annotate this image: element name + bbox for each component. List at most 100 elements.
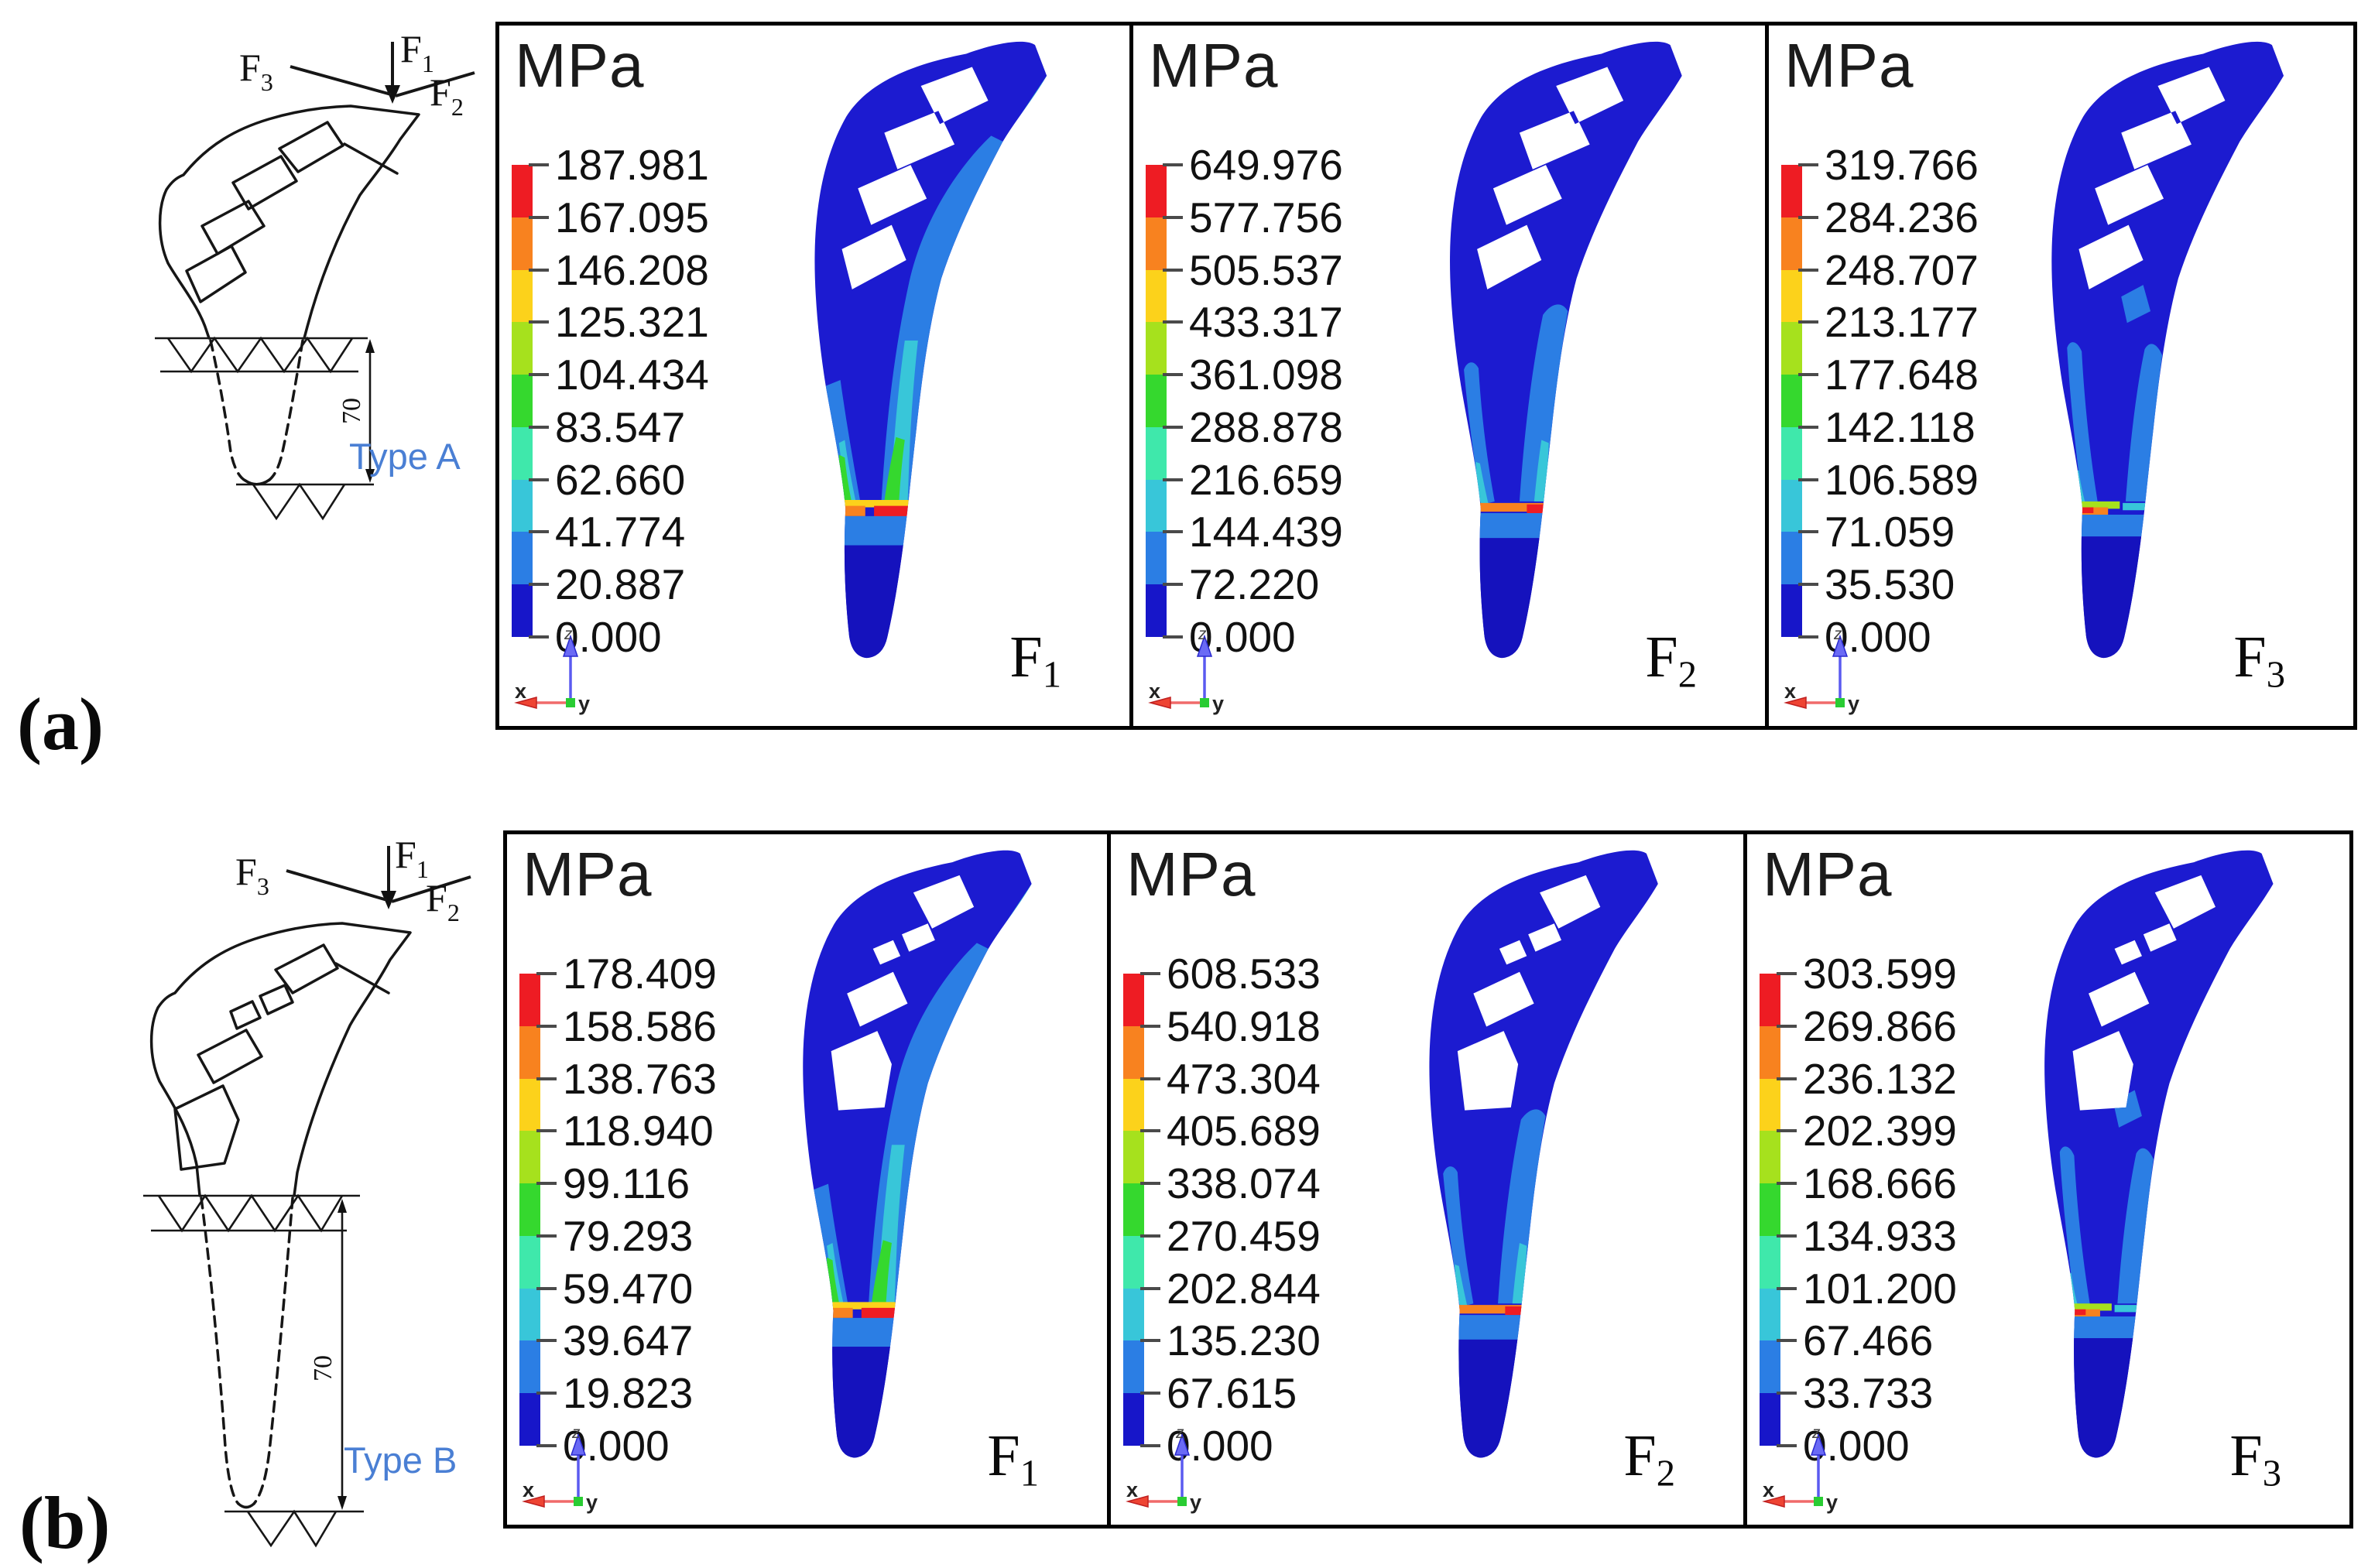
dimension-value: 70 <box>338 398 366 424</box>
legend-colorbar <box>519 974 540 1446</box>
legend-value: 167.095 <box>529 194 767 241</box>
stem-hole <box>229 1000 262 1030</box>
legend-value: 144.439 <box>1163 508 1401 555</box>
dimension-arrowhead <box>365 339 375 353</box>
legend-value: 79.293 <box>536 1213 775 1259</box>
load-case-label: F1 <box>987 1423 1039 1494</box>
stem-hole <box>185 245 247 303</box>
stem-distal-dashed-left <box>209 339 247 482</box>
legend-value: 35.530 <box>1798 561 2037 608</box>
legend-value: 118.940 <box>536 1108 775 1154</box>
legend-value: 101.200 <box>1777 1265 2015 1312</box>
neck-collar-line <box>334 962 390 995</box>
y-axis-icon: y <box>1212 692 1224 715</box>
legend-value: 433.317 <box>1163 299 1401 345</box>
fea-stem-contour <box>802 850 1032 1458</box>
legend-value: 99.116 <box>536 1160 775 1207</box>
fea-panel-b-f3: MPa 303.599 269.866 236.132 202.399 168.… <box>1743 830 2353 1529</box>
fea-stem-contour <box>1429 850 1658 1458</box>
dimension-arrowhead <box>338 1199 347 1213</box>
stem-hole <box>278 121 344 173</box>
y-axis-icon: y <box>1190 1491 1201 1514</box>
stem-outline <box>158 104 420 340</box>
legend-values: 319.766 284.236 248.707 213.177 177.648 … <box>1798 142 2037 660</box>
force-f2-line <box>395 71 475 98</box>
fea-panel-b-f2: MPa 608.533 540.918 473.304 405.689 338.… <box>1107 830 1747 1529</box>
stem-tip <box>237 1502 255 1509</box>
stress-legend: 649.976 577.756 505.537 433.317 361.098 … <box>1146 142 1401 660</box>
fea-panel-a-f1: MPa 187.981 167.095 146.208 125.321 104.… <box>495 22 1133 730</box>
legend-value: 540.918 <box>1140 1003 1379 1049</box>
neck-collar-line <box>343 142 399 175</box>
legend-values: 187.981 167.095 146.208 125.321 104.434 … <box>529 142 767 660</box>
force-f1-label: F1 <box>400 31 434 77</box>
z-axis-icon: z <box>564 628 573 643</box>
y-axis-icon: y <box>578 692 590 715</box>
legend-value: 248.707 <box>1798 247 2037 293</box>
legend-value: 505.537 <box>1163 247 1401 293</box>
tip-support-hatch <box>252 482 346 521</box>
row-label-b: (b) <box>19 1481 111 1564</box>
legend-value: 177.648 <box>1798 351 2037 398</box>
legend-values: 178.409 158.586 138.763 118.940 99.116 7… <box>536 950 775 1469</box>
stem-hole <box>259 984 294 1015</box>
legend-value: 187.981 <box>529 142 767 188</box>
stem-hole <box>231 155 298 211</box>
stem-hole <box>274 943 339 995</box>
y-axis-icon: y <box>1826 1491 1838 1514</box>
legend-value: 236.132 <box>1777 1056 2015 1102</box>
type-a-label: Type A <box>349 436 461 477</box>
force-f1-label: F1 <box>395 840 429 883</box>
x-axis-icon: x <box>1149 680 1160 703</box>
z-axis-icon: z <box>1175 1427 1184 1442</box>
z-axis-icon: z <box>1198 628 1207 643</box>
legend-values: 303.599 269.866 236.132 202.399 168.666 … <box>1777 950 2015 1469</box>
legend-value: 135.230 <box>1140 1317 1379 1364</box>
stem-outline <box>149 922 412 1197</box>
force-f3-line <box>286 869 388 902</box>
legend-colorbar <box>512 165 533 638</box>
legend-value: 20.887 <box>529 561 767 608</box>
z-axis-icon: z <box>1833 628 1842 643</box>
stress-legend: 608.533 540.918 473.304 405.689 338.074 … <box>1123 950 1379 1469</box>
type-b-label: Type B <box>344 1440 457 1481</box>
fea-stem-contour <box>814 41 1047 659</box>
legend-colorbar <box>1123 974 1144 1446</box>
stress-legend: 319.766 284.236 248.707 213.177 177.648 … <box>1781 142 2037 660</box>
fea-panel-a-f2: MPa 649.976 577.756 505.537 433.317 361.… <box>1129 22 1769 730</box>
z-axis-icon: z <box>571 1427 581 1442</box>
tip-support-hatch <box>246 1509 338 1548</box>
legend-value: 319.766 <box>1798 142 2037 188</box>
legend-value: 104.434 <box>529 351 767 398</box>
legend-value: 62.660 <box>529 457 767 503</box>
legend-value: 125.321 <box>529 299 767 345</box>
stem-distal-dashed-right <box>252 1197 294 1505</box>
axis-triad: z x y <box>1784 628 1859 715</box>
stress-legend: 187.981 167.095 146.208 125.321 104.434 … <box>512 142 767 660</box>
legend-value: 168.666 <box>1777 1160 2015 1207</box>
fea-stem-contour <box>2044 850 2274 1458</box>
unit-label: MPa <box>1149 31 1279 100</box>
z-axis-icon: z <box>1811 1427 1821 1442</box>
force-f3-label: F3 <box>235 850 269 900</box>
legend-value: 72.220 <box>1163 561 1401 608</box>
axis-triad: z x y <box>1126 1427 1201 1514</box>
fea-panel-a-f3: MPa 319.766 284.236 248.707 213.177 177.… <box>1765 22 2357 730</box>
legend-value: 178.409 <box>536 950 775 997</box>
unit-label: MPa <box>523 840 653 909</box>
legend-value: 83.547 <box>529 404 767 450</box>
force-f3-line <box>290 65 392 96</box>
stem-distal-dashed-left <box>200 1197 240 1505</box>
axis-triad: z x y <box>1763 1427 1838 1514</box>
x-axis-icon: x <box>1763 1478 1774 1501</box>
axis-triad: z x y <box>515 628 590 715</box>
load-case-label: F1 <box>1009 625 1061 696</box>
stem-distal-dashed-right <box>268 339 304 481</box>
legend-value: 473.304 <box>1140 1056 1379 1102</box>
x-axis-icon: x <box>1126 1478 1138 1501</box>
legend-value: 288.878 <box>1163 404 1401 450</box>
fea-panel-b-f1: MPa 178.409 158.586 138.763 118.940 99.1… <box>503 830 1111 1529</box>
legend-values: 649.976 577.756 505.537 433.317 361.098 … <box>1163 142 1401 660</box>
x-axis-icon: x <box>515 680 526 703</box>
stem-hole <box>197 1029 263 1084</box>
